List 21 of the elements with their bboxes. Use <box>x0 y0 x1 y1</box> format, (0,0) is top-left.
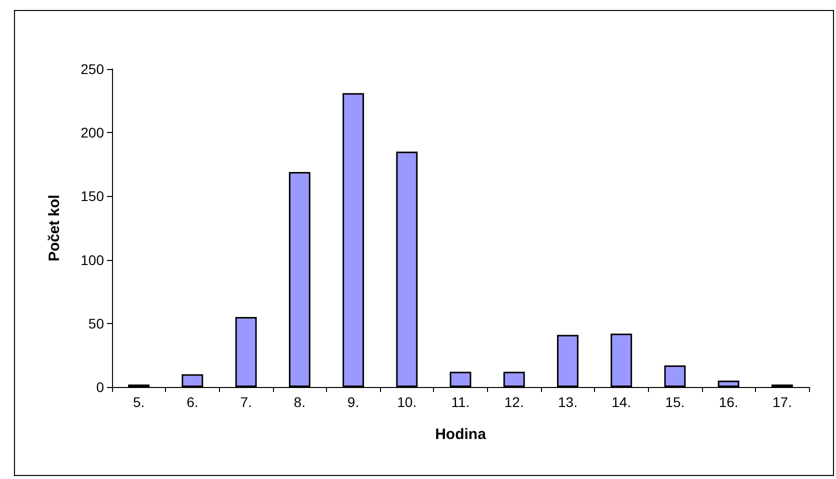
x-tick-label: 9. <box>347 394 360 410</box>
y-tick-label: 0 <box>96 379 104 395</box>
y-axis-title: Počet kol <box>46 194 63 262</box>
x-axis-title: Hodina <box>435 426 487 443</box>
y-tick-label: 100 <box>80 252 104 268</box>
y-tick-label: 250 <box>80 61 104 77</box>
x-tick-label: 10. <box>397 394 417 410</box>
x-tick-label: 17. <box>772 394 792 410</box>
x-tick-label: 7. <box>240 394 252 410</box>
y-tick-label: 150 <box>80 188 104 204</box>
x-tick-label: 8. <box>294 394 306 410</box>
y-tick-label: 200 <box>80 124 104 141</box>
x-tick-label: 11. <box>451 394 470 410</box>
x-tick-label: 5. <box>132 394 145 410</box>
x-tick-label: 15. <box>665 394 685 410</box>
x-tick-label: 12. <box>504 394 524 410</box>
x-tick-label: 14. <box>612 394 632 410</box>
x-tick-label: 6. <box>186 394 198 410</box>
x-tick-label: 16. <box>718 394 738 410</box>
y-tick-label: 50 <box>88 315 104 332</box>
x-tick-label: 13. <box>558 394 578 410</box>
